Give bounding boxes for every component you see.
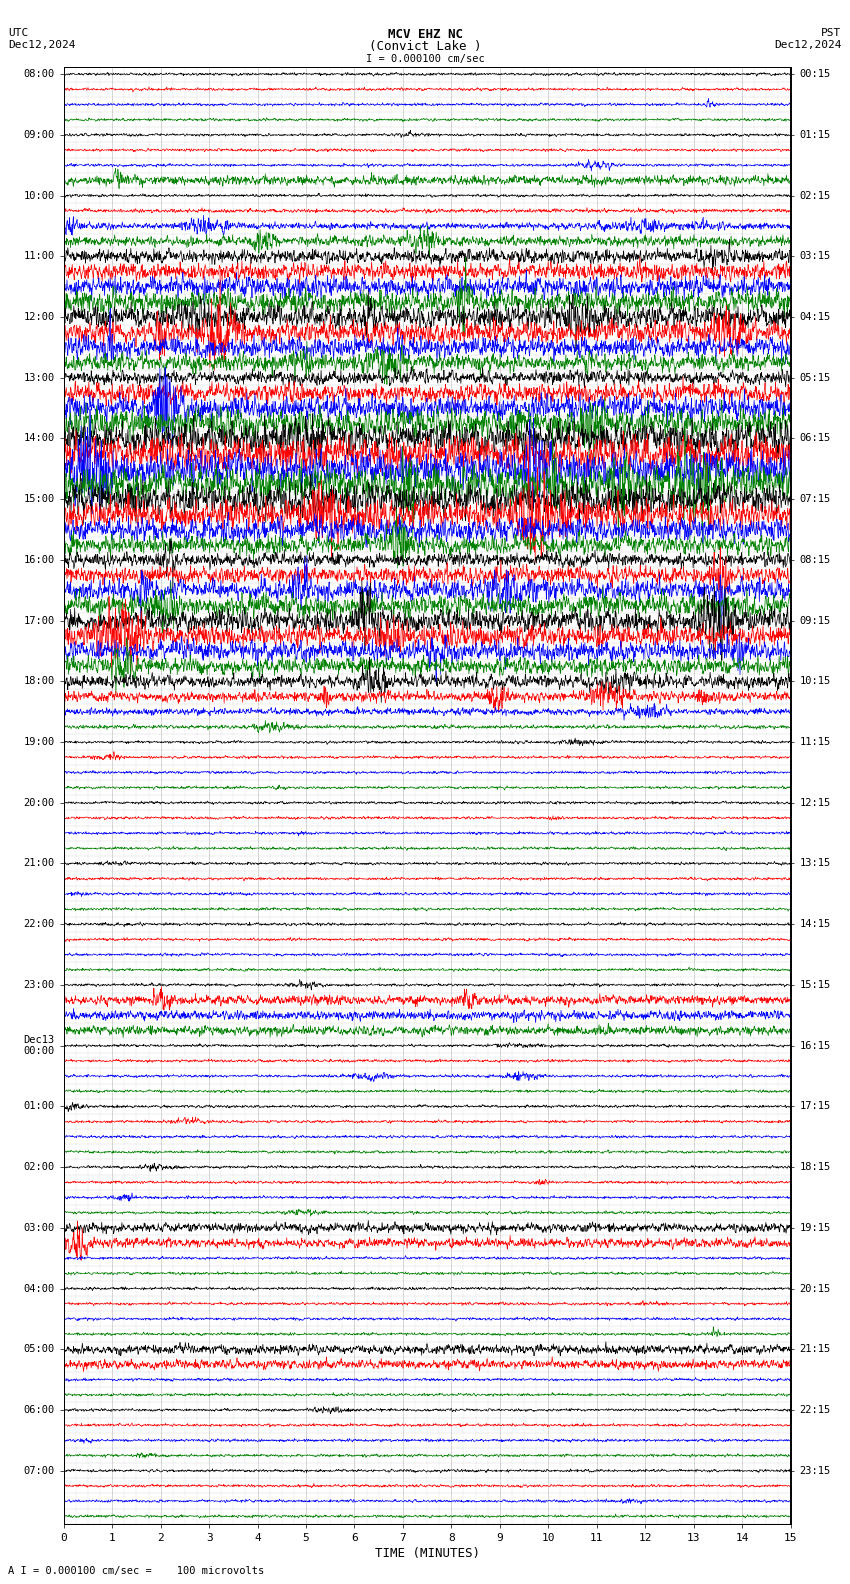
X-axis label: TIME (MINUTES): TIME (MINUTES) [375,1548,479,1560]
Text: MCV EHZ NC: MCV EHZ NC [388,27,462,41]
Text: UTC: UTC [8,27,29,38]
Text: A I = 0.000100 cm/sec =    100 microvolts: A I = 0.000100 cm/sec = 100 microvolts [8,1567,264,1576]
Text: Dec12,2024: Dec12,2024 [8,40,76,51]
Text: Dec12,2024: Dec12,2024 [774,40,842,51]
Text: PST: PST [821,27,842,38]
Text: (Convict Lake ): (Convict Lake ) [369,40,481,54]
Text: I = 0.000100 cm/sec: I = 0.000100 cm/sec [366,54,484,63]
